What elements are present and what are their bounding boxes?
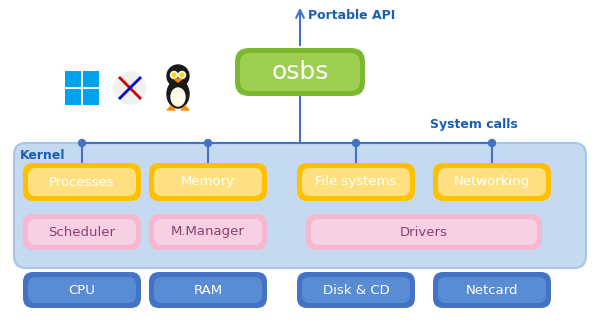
- Text: Netcard: Netcard: [466, 283, 518, 297]
- Circle shape: [172, 73, 176, 77]
- FancyBboxPatch shape: [235, 48, 365, 96]
- FancyBboxPatch shape: [154, 168, 262, 196]
- FancyBboxPatch shape: [297, 272, 415, 308]
- Text: RAM: RAM: [193, 283, 223, 297]
- Circle shape: [180, 73, 184, 77]
- Text: Drivers: Drivers: [400, 226, 448, 238]
- FancyBboxPatch shape: [240, 53, 360, 91]
- FancyBboxPatch shape: [154, 277, 262, 303]
- Circle shape: [114, 72, 146, 104]
- FancyBboxPatch shape: [149, 272, 267, 308]
- FancyBboxPatch shape: [438, 168, 546, 196]
- Ellipse shape: [171, 88, 185, 106]
- FancyBboxPatch shape: [149, 214, 267, 250]
- Text: Kernel: Kernel: [20, 149, 65, 162]
- Bar: [65, 89, 81, 105]
- FancyBboxPatch shape: [28, 168, 136, 196]
- Circle shape: [488, 139, 496, 147]
- FancyBboxPatch shape: [302, 277, 410, 303]
- Circle shape: [79, 139, 86, 147]
- FancyBboxPatch shape: [28, 277, 136, 303]
- FancyBboxPatch shape: [14, 143, 586, 268]
- FancyBboxPatch shape: [433, 163, 551, 201]
- FancyBboxPatch shape: [433, 272, 551, 308]
- Circle shape: [170, 72, 178, 78]
- Bar: [83, 89, 99, 105]
- Circle shape: [167, 65, 189, 87]
- Text: CPU: CPU: [68, 283, 95, 297]
- FancyBboxPatch shape: [23, 272, 141, 308]
- Text: System calls: System calls: [430, 118, 518, 131]
- Bar: [65, 71, 81, 87]
- Text: Processes: Processes: [49, 175, 115, 189]
- Text: osbs: osbs: [271, 60, 329, 84]
- Circle shape: [353, 139, 359, 147]
- FancyBboxPatch shape: [28, 219, 136, 245]
- FancyBboxPatch shape: [311, 219, 537, 245]
- FancyBboxPatch shape: [149, 163, 267, 201]
- FancyBboxPatch shape: [297, 163, 415, 201]
- FancyBboxPatch shape: [306, 214, 542, 250]
- Circle shape: [179, 72, 185, 78]
- Polygon shape: [174, 79, 182, 82]
- Polygon shape: [167, 106, 175, 110]
- Circle shape: [205, 139, 212, 147]
- FancyBboxPatch shape: [23, 214, 141, 250]
- FancyBboxPatch shape: [23, 163, 141, 201]
- Bar: [83, 71, 99, 87]
- Text: Networking: Networking: [454, 175, 530, 189]
- Text: Scheduler: Scheduler: [49, 226, 115, 238]
- Polygon shape: [181, 106, 189, 110]
- FancyBboxPatch shape: [154, 219, 262, 245]
- Text: Disk & CD: Disk & CD: [323, 283, 389, 297]
- Text: M.Manager: M.Manager: [171, 226, 245, 238]
- Ellipse shape: [167, 80, 189, 108]
- Text: File systems: File systems: [316, 175, 397, 189]
- Text: Memory: Memory: [181, 175, 235, 189]
- FancyBboxPatch shape: [302, 168, 410, 196]
- Text: Portable API: Portable API: [308, 9, 395, 22]
- FancyBboxPatch shape: [438, 277, 546, 303]
